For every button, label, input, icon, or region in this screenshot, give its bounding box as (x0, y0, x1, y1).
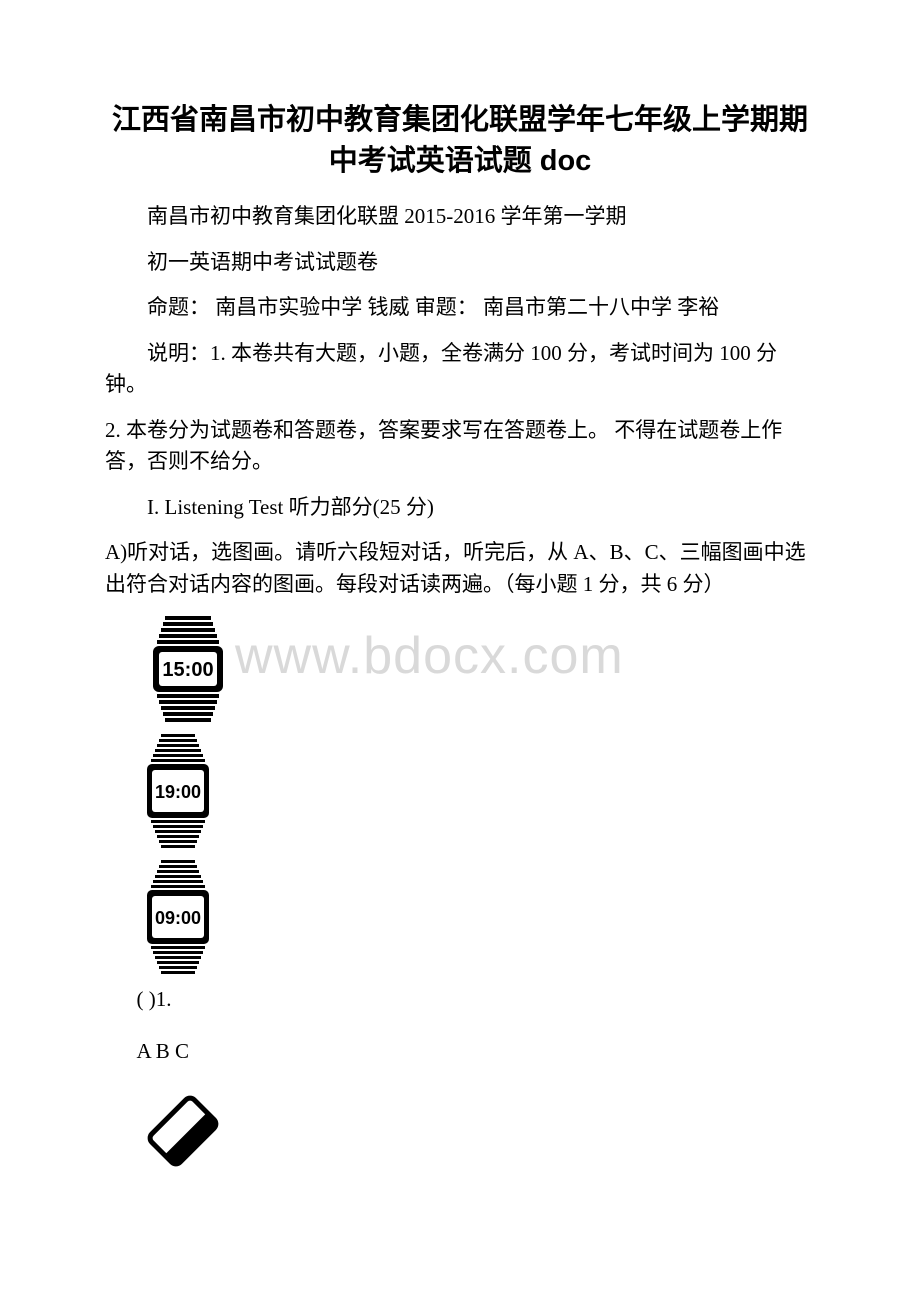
watch-row-1: www.bdocx.com 15:00 (105, 614, 815, 724)
paragraph-author: 命题： 南昌市实验中学 钱威 审题： 南昌市第二十八中学 李裕 (105, 292, 815, 324)
watch-icon-2: 19:00 (133, 732, 815, 850)
watch-time-2: 19:00 (155, 782, 201, 802)
watch-time-3: 09:00 (155, 908, 201, 928)
watch-row-2: 19:00 (133, 732, 815, 850)
question-1: ( )1. (105, 984, 815, 1016)
eraser-icon (133, 1081, 815, 1186)
paragraph-instruction-2: 2. 本卷分为试题卷和答题卷，答案要求写在答题卷上。 不得在试题卷上作答，否则不… (105, 415, 815, 478)
paragraph-semester: 南昌市初中教育集团化联盟 2015-2016 学年第一学期 (105, 201, 815, 233)
watch-time-1: 15:00 (162, 659, 213, 681)
paragraph-instruction-1: 说明：1. 本卷共有大题，小题，全卷满分 100 分，考试时间为 100 分钟。 (105, 338, 815, 401)
document-title: 江西省南昌市初中教育集团化联盟学年七年级上学期期中考试英语试题 doc (105, 100, 815, 181)
paragraph-section-a: A)听对话，选图画。请听六段短对话，听完后，从 A、B、C、三幅图画中选出符合对… (105, 537, 815, 600)
watermark-text: www.bdocx.com (235, 626, 624, 686)
paragraph-exam-name: 初一英语期中考试试题卷 (105, 247, 815, 279)
options-abc: A B C (105, 1036, 815, 1068)
watch-row-3: 09:00 (133, 858, 815, 976)
section-listening-header: I. Listening Test 听力部分(25 分) (105, 492, 815, 524)
watch-icon-3: 09:00 (133, 858, 815, 976)
